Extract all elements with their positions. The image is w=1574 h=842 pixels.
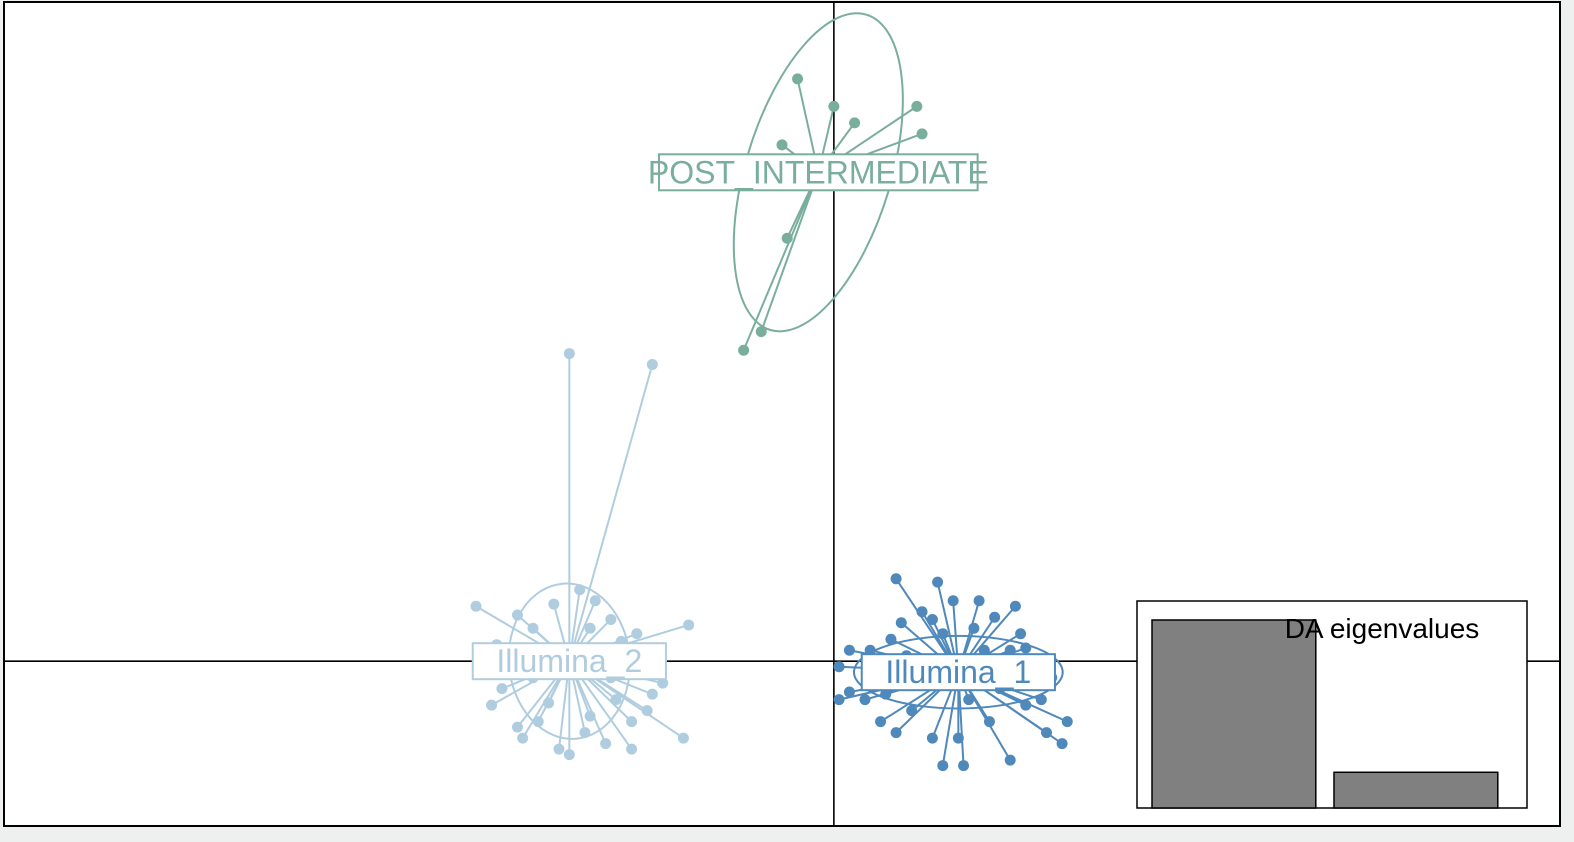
group-ellipse [732,12,904,333]
inset-title: DA eigenvalues [1285,613,1480,644]
data-point [683,619,695,631]
data-point [563,348,575,360]
group-label-box [657,153,979,192]
data-point [1004,754,1016,766]
data-point [532,716,544,728]
data-point [843,686,855,698]
data-point [1056,738,1068,750]
data-point [657,677,669,689]
data-point [833,694,845,706]
data-point [947,595,959,607]
group-label-text: POST_INTERMEDIATE [648,154,989,190]
data-point [792,73,804,85]
data-point [631,628,643,640]
data-point [963,694,975,706]
data-point [738,344,750,356]
data-point [610,694,622,706]
data-point [926,613,938,625]
group-label: Illumina_2 [471,642,667,681]
eigenvalue-inset: DA eigenvalues [1136,600,1528,809]
data-point [916,606,928,618]
data-point [589,595,601,607]
data-point [496,683,508,695]
data-point [776,139,788,151]
data-point [626,716,638,728]
data-point [1020,642,1032,654]
data-point [843,644,855,656]
data-point [755,326,767,338]
data-point [875,716,887,728]
data-point [937,628,949,640]
data-point [584,710,596,722]
data-point [937,760,949,772]
data-point [486,699,498,711]
data-point [579,727,591,739]
data-point [548,598,560,610]
data-point [511,721,523,733]
data-point [973,595,985,607]
data-point [563,749,575,761]
data-point [890,573,902,585]
group-labels: POST_INTERMEDIATE Illumina_2 Illumina_1 [471,153,1056,692]
data-point [1009,600,1021,612]
data-point [584,622,596,634]
eigenvalue-bar [1333,771,1499,809]
data-point [859,694,871,706]
data-point [1020,699,1032,711]
data-point [543,697,555,709]
data-point [833,661,845,673]
data-point [968,622,980,634]
data-point [600,738,612,750]
group-label: POST_INTERMEDIATE [648,153,989,192]
data-point [641,705,653,717]
data-point [864,644,876,656]
data-point [646,688,658,700]
group-label-box [471,642,667,681]
group-label-text: Illumina_1 [885,654,1031,690]
data-point [626,743,638,755]
data-point [911,100,923,112]
data-point [932,576,944,588]
star-segment [742,171,820,351]
data-point [646,359,658,371]
data-point [470,600,482,612]
eigenvalue-bar [1151,619,1317,809]
data-point [527,622,539,634]
group-label: Illumina_1 [860,653,1056,692]
data-point [781,232,793,244]
data-point [677,732,689,744]
data-point [978,644,990,656]
data-point [1041,727,1053,739]
star-segment [760,171,820,332]
star-segment [568,364,654,662]
data-point [926,732,938,744]
data-point [906,705,918,717]
data-point [952,732,964,744]
data-point [1061,716,1073,728]
data-point [1035,694,1047,706]
plot-frame [3,1,1561,827]
data-point [1015,628,1027,640]
data-point [885,633,897,645]
inset-bars [1151,619,1499,809]
group-label-text: Illumina_2 [496,643,642,679]
data-point [828,100,840,112]
data-point [916,128,928,140]
data-point [880,688,892,700]
data-point [1004,644,1016,656]
data-point [605,613,617,625]
data-point [895,617,907,629]
data-point [849,117,861,129]
data-point [890,727,902,739]
data-point [574,584,586,596]
data-point [517,732,529,744]
data-point [989,611,1001,623]
data-point [983,716,995,728]
data-point [958,760,970,772]
data-point [511,609,523,621]
data-point [553,743,565,755]
group-label-box [860,653,1056,692]
